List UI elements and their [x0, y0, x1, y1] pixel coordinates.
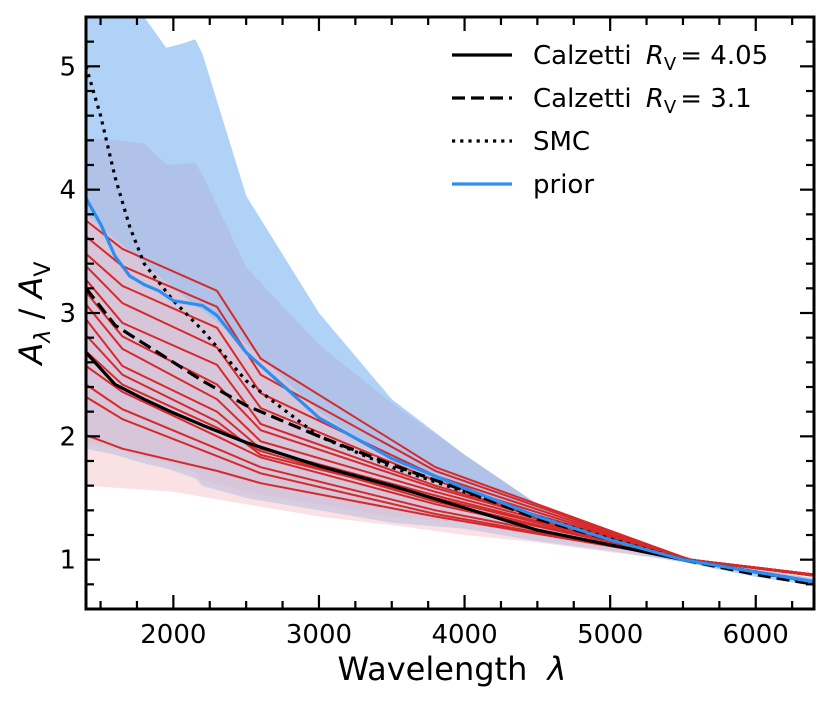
y-axis-title-a: A: [12, 343, 50, 367]
y-axis-title-sep: /: [12, 298, 50, 329]
y-tick-label: 5: [59, 52, 76, 82]
tick-labels: 2000 3000 4000 5000 6000 1 2 3 4 5: [59, 52, 788, 650]
x-axis-title-symbol: λ: [546, 650, 567, 688]
series-smc: [86, 65, 814, 585]
y-axis-title: Aλ / AV: [12, 262, 56, 367]
y-axis-title-sub2: V: [31, 262, 56, 277]
x-axis-title: Wavelength λ: [338, 650, 567, 688]
y-tick-label: 1: [59, 546, 76, 576]
legend: Calzetti RV = 4.05 Calzetti RV = 3.1 SMC p…: [452, 41, 768, 200]
y-tick-label: 3: [59, 299, 76, 329]
y-tick-label: 4: [59, 176, 76, 206]
legend-label-calzetti-31: Calzetti RV = 3.1: [533, 84, 752, 118]
x-tick-label: 5000: [577, 620, 643, 650]
legend-label-calzetti-405: Calzetti RV = 4.05: [533, 41, 768, 75]
x-tick-label: 3000: [286, 620, 352, 650]
legend-label-prior: prior: [533, 170, 594, 200]
x-tick-label: 6000: [723, 620, 789, 650]
legend-label-smc: SMC: [533, 127, 590, 157]
x-axis-title-text: Wavelength: [338, 650, 528, 688]
y-axis-title-sub: λ: [31, 330, 56, 344]
plot-frame: [84, 15, 816, 611]
y-axis-title-a2: A: [12, 277, 50, 301]
y-tick-label: 2: [59, 422, 76, 452]
x-tick-label: 2000: [140, 620, 206, 650]
series-prior: [86, 197, 814, 584]
x-tick-label: 4000: [431, 620, 497, 650]
